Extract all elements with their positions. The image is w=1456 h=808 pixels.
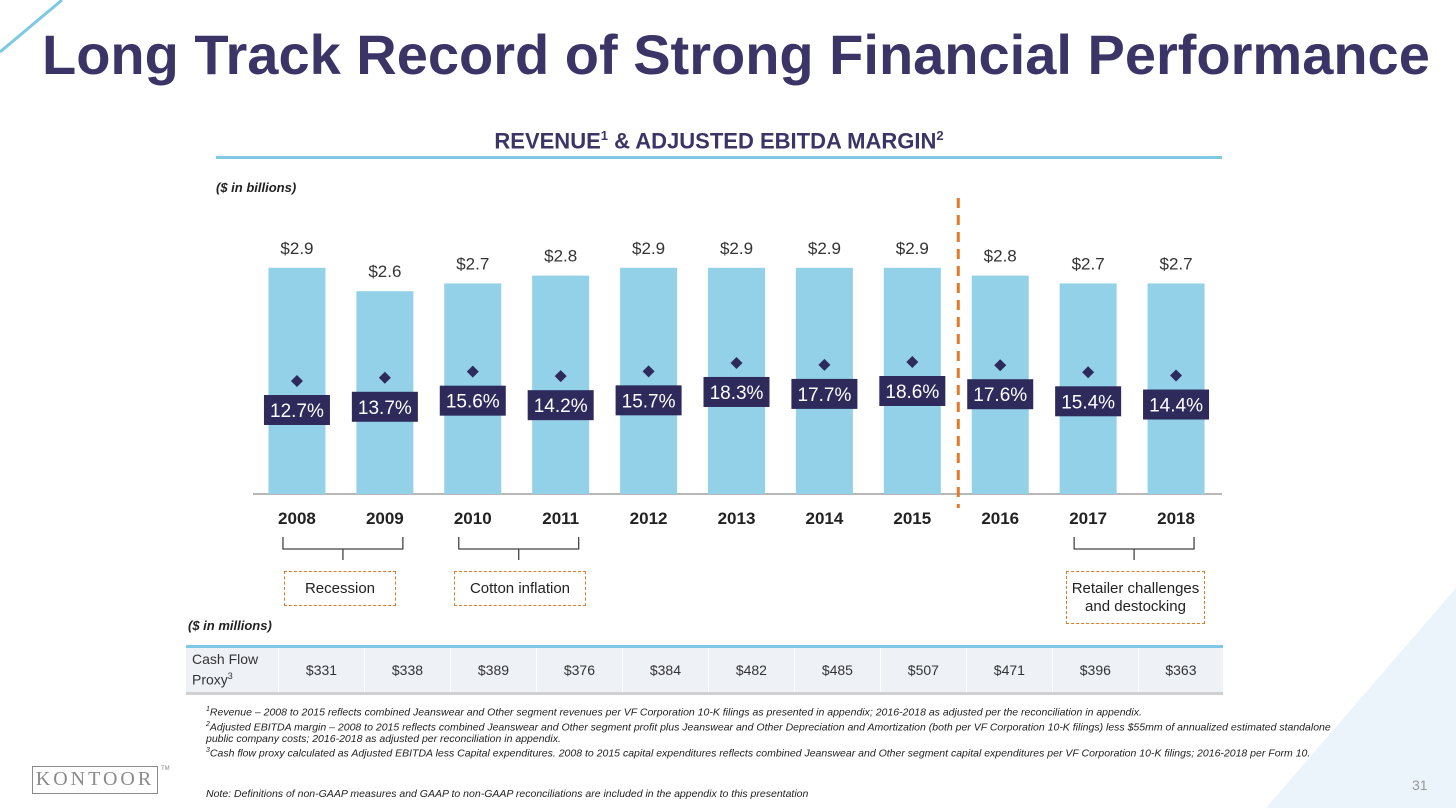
margin-label-box-2016 (967, 379, 1034, 410)
margin-label-2014: 17.7% (797, 385, 851, 406)
margin-label-2013: 18.3% (710, 383, 764, 404)
margin-marker-2009 (378, 371, 391, 384)
table-cell: $338 (363, 645, 451, 695)
annotation-bracket-2 (458, 537, 580, 560)
x-tick-2018: 2018 (1157, 509, 1195, 528)
page-title: Long Track Record of Strong Financial Pe… (42, 23, 1430, 86)
margin-label-box-2011 (527, 390, 594, 421)
revenue-label-2016: $2.8 (984, 247, 1017, 266)
revenue-label-2009: $2.6 (368, 262, 401, 281)
revenue-label-2013: $2.9 (720, 239, 753, 258)
revenue-label-2011: $2.8 (544, 247, 577, 266)
logo-trademark: TM (161, 766, 170, 772)
page-number: 31 (1412, 777, 1428, 793)
table-cell: $396 (1051, 645, 1139, 695)
gaap-note: Note: Definitions of non-GAAP measures a… (206, 788, 809, 800)
table-cell: $507 (879, 645, 967, 695)
x-tick-2010: 2010 (454, 509, 492, 528)
table-cell: $376 (535, 645, 623, 695)
cash-flow-table: Cash Flow Proxy3 $331 $338 $389 $376 $38… (186, 645, 1223, 695)
table-cell: $471 (965, 645, 1053, 695)
revenue-label-2010: $2.7 (456, 254, 489, 273)
margin-label-box-2008 (263, 395, 330, 425)
margin-marker-2016 (994, 359, 1007, 372)
margin-label-box-2018 (1143, 389, 1210, 420)
revenue-bar-2018 (1147, 283, 1205, 494)
margin-label-2018: 14.4% (1149, 396, 1203, 417)
corner-accent-bottom-right (1266, 588, 1456, 808)
margin-label-2012: 15.7% (622, 391, 676, 412)
margin-label-box-2015 (879, 376, 946, 406)
revenue-unit-label: ($ in billions) (216, 180, 297, 195)
margin-marker-2011 (554, 370, 567, 383)
margin-marker-2008 (290, 375, 303, 387)
table-cell: $384 (621, 645, 709, 695)
table-cell: $389 (449, 645, 537, 695)
x-tick-2015: 2015 (893, 509, 931, 528)
revenue-label-2008: $2.9 (280, 239, 313, 258)
x-tick-2011: 2011 (542, 509, 579, 528)
annotation-cotton-inflation: Cotton inflation (454, 571, 586, 606)
annotation-recession: Recession (284, 571, 396, 606)
annotation-retailer-challenges: Retailer challenges and destocking (1066, 571, 1205, 624)
margin-label-box-2012 (615, 385, 682, 416)
revenue-bar-2012 (620, 267, 678, 494)
margin-label-box-2010 (439, 385, 506, 416)
margin-marker-2015 (906, 356, 919, 368)
footnote-2: 2Adjusted EBITDA margin – 2008 to 2015 r… (206, 720, 1331, 746)
margin-marker-2012 (642, 365, 655, 378)
margin-label-2010: 15.6% (446, 392, 500, 413)
table-row: Cash Flow Proxy3 $331 $338 $389 $376 $38… (186, 645, 1223, 695)
table-cell: $485 (793, 645, 881, 695)
x-tick-2014: 2014 (805, 509, 843, 528)
revenue-label-2017: $2.7 (1072, 254, 1105, 273)
margin-label-2009: 13.7% (358, 398, 412, 419)
chart-title-rule (216, 156, 1222, 159)
footnote-3: 3Cash flow proxy calculated as Adjusted … (206, 747, 1311, 760)
x-tick-2012: 2012 (630, 509, 668, 528)
margin-marker-2014 (818, 358, 831, 371)
table-cell: $331 (278, 645, 365, 695)
footnote-1: 1Revenue – 2008 to 2015 reflects combine… (206, 706, 1142, 719)
revenue-label-2018: $2.7 (1159, 254, 1192, 273)
margin-label-box-2013 (703, 376, 770, 407)
x-tick-2009: 2009 (366, 509, 404, 528)
margin-label-box-2009 (351, 391, 418, 422)
revenue-label-2015: $2.9 (896, 239, 929, 258)
margin-marker-2017 (1082, 366, 1095, 379)
corner-accent-top-left (0, 0, 63, 54)
margin-label-2017: 15.4% (1061, 392, 1115, 413)
margin-label-box-2014 (791, 378, 858, 409)
table-cell: $482 (707, 645, 795, 695)
cash-flow-unit-label: ($ in millions) (188, 618, 272, 633)
x-tick-2016: 2016 (981, 509, 1019, 528)
margin-label-2011: 14.2% (534, 396, 588, 417)
cash-flow-header: Cash Flow Proxy3 (186, 645, 279, 695)
margin-label-box-2017 (1055, 386, 1122, 417)
revenue-label-2014: $2.9 (808, 239, 841, 258)
footnotes: 1Revenue – 2008 to 2015 reflects combine… (206, 704, 1346, 760)
margin-label-2016: 17.6% (973, 385, 1027, 406)
x-tick-2008: 2008 (278, 509, 316, 528)
annotation-bracket-1 (282, 537, 404, 560)
annotation-bracket-3 (1073, 537, 1195, 560)
revenue-bar-2011 (532, 275, 590, 494)
margin-marker-2010 (466, 365, 479, 378)
kontoor-logo: KONTOOR (32, 766, 158, 794)
revenue-label-2012: $2.9 (632, 239, 665, 258)
margin-label-2015: 18.6% (885, 382, 939, 403)
chart-title: REVENUE1 & ADJUSTED EBITDA MARGIN2 (494, 128, 944, 154)
margin-marker-2018 (1170, 369, 1183, 382)
table-cell: $363 (1137, 645, 1223, 695)
margin-label-2008: 12.7% (270, 401, 324, 422)
margin-marker-2013 (730, 356, 743, 369)
x-tick-2017: 2017 (1069, 509, 1107, 528)
x-tick-2013: 2013 (718, 509, 756, 528)
